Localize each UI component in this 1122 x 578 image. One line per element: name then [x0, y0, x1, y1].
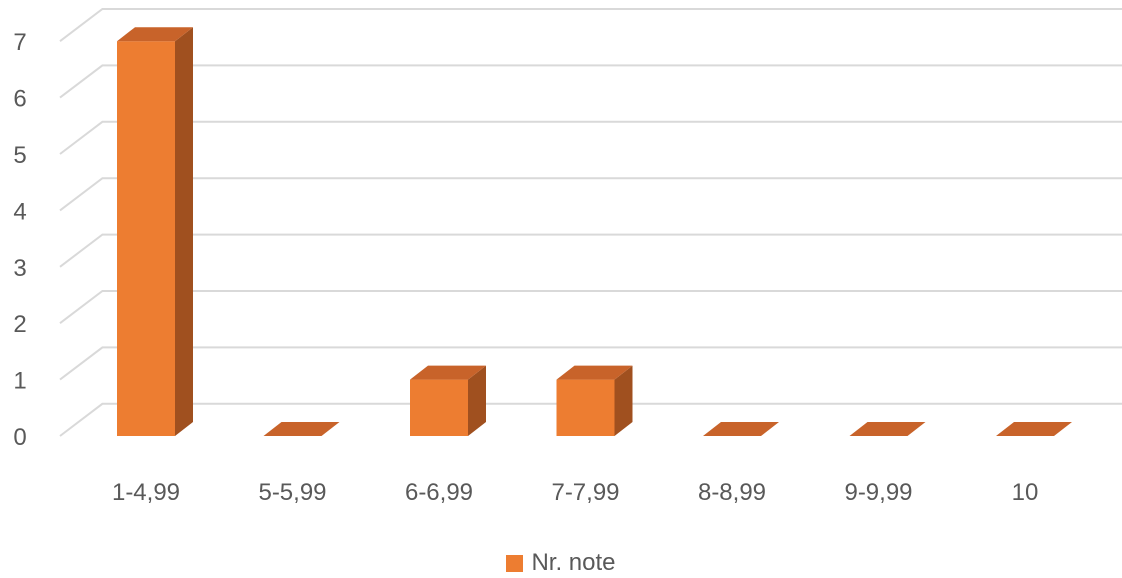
y-tick-label: 1	[13, 368, 26, 395]
x-axis-ticks: 1-4,99 5-5,99 6-6,99 7-7,99 8-8,99 9-9,99 10	[112, 479, 1038, 506]
x-tick-label: 9-9,99	[844, 479, 912, 506]
gridline	[60, 178, 1122, 210]
bar-front	[117, 41, 175, 436]
legend: Nr. note	[0, 548, 1122, 578]
gridline	[60, 235, 1122, 267]
bar	[557, 366, 633, 436]
y-tick-label: 0	[13, 424, 26, 451]
bar-top	[996, 422, 1072, 436]
gridline	[60, 65, 1122, 97]
y-tick-label: 6	[13, 86, 26, 113]
legend-label: Nr. note	[531, 549, 615, 577]
bar	[703, 422, 779, 436]
bar	[996, 422, 1072, 436]
x-tick-label: 7-7,99	[551, 479, 619, 506]
bars	[117, 27, 1072, 436]
y-tick-label: 4	[13, 198, 26, 225]
x-tick-label: 8-8,99	[698, 479, 766, 506]
x-tick-label: 5-5,99	[258, 479, 326, 506]
y-tick-label: 7	[13, 29, 26, 56]
bar-side	[175, 27, 193, 436]
y-tick-label: 2	[13, 311, 26, 338]
x-tick-label: 1-4,99	[112, 479, 180, 506]
gridline	[60, 291, 1122, 323]
bar	[264, 422, 340, 436]
bar-front	[410, 380, 468, 436]
x-tick-label: 10	[1012, 479, 1039, 506]
bar	[117, 27, 193, 436]
gridline	[60, 122, 1122, 154]
y-axis-ticks: 0 1 2 3 4 5 6 7	[13, 29, 26, 451]
bar-top	[703, 422, 779, 436]
gridline	[60, 9, 1122, 41]
y-tick-label: 3	[13, 255, 26, 282]
x-tick-label: 6-6,99	[405, 479, 473, 506]
y-tick-label: 5	[13, 142, 26, 169]
bar	[410, 366, 486, 436]
bar	[850, 422, 926, 436]
bar-front	[557, 380, 615, 436]
bar-top	[850, 422, 926, 436]
bar-top	[264, 422, 340, 436]
legend-swatch	[506, 555, 523, 572]
